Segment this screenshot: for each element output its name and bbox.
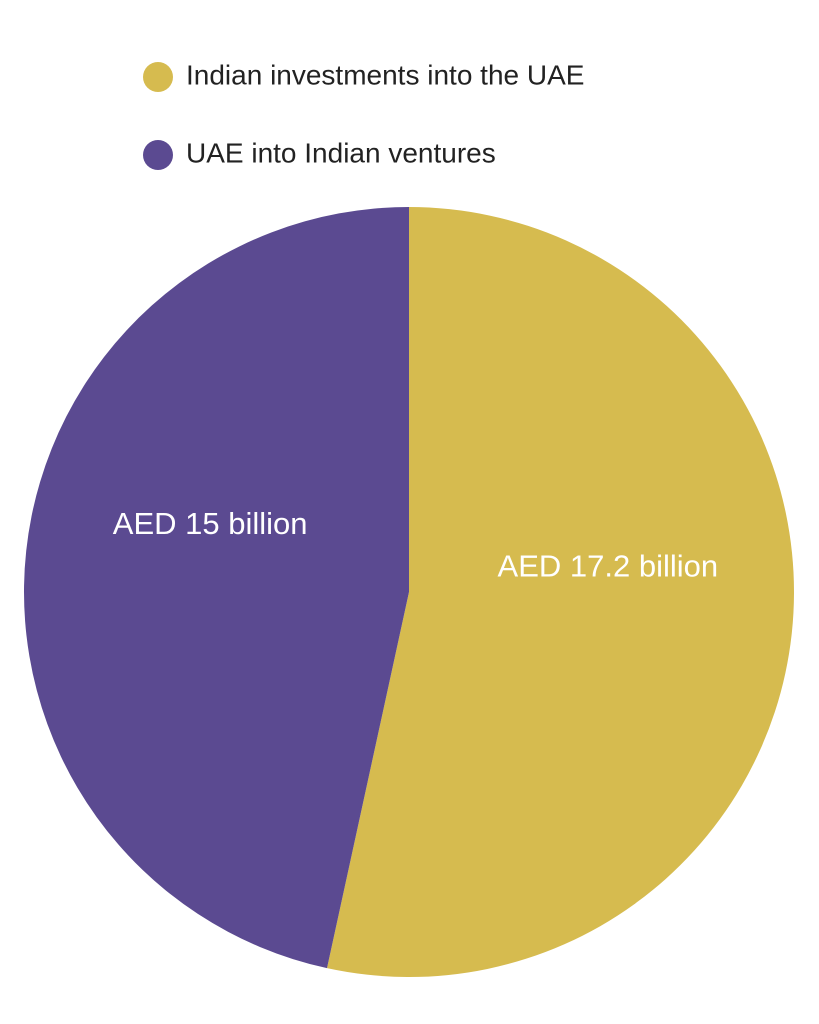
legend-marker	[143, 140, 173, 170]
slice-label: AED 15 billion	[113, 506, 308, 541]
slice-label: AED 17.2 billion	[498, 549, 719, 584]
pie-slice	[24, 207, 410, 969]
legend-label: UAE into Indian ventures	[186, 137, 496, 168]
legend-marker	[143, 62, 173, 92]
pie-slice	[326, 207, 795, 977]
legend-label: Indian investments into the UAE	[186, 59, 584, 90]
